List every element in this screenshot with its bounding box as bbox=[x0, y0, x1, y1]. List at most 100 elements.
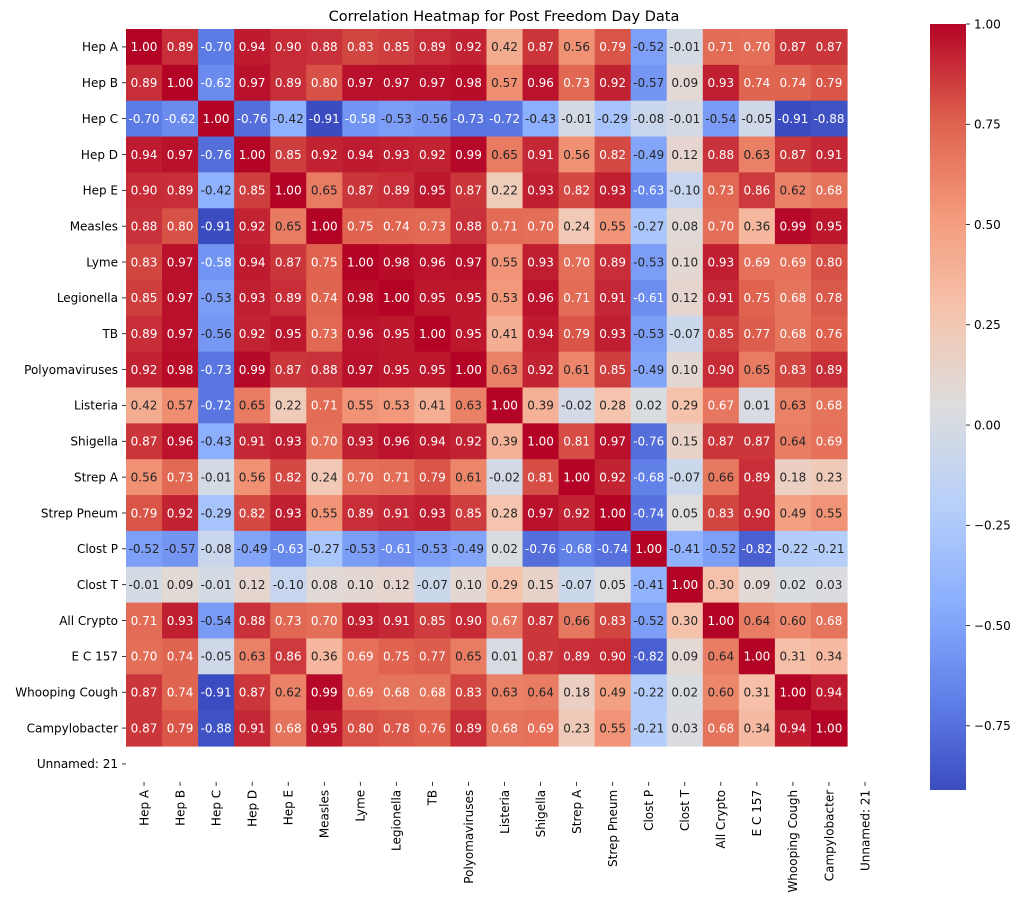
cell-value-label: 0.70 bbox=[131, 650, 158, 664]
cell-value-label: 0.55 bbox=[599, 219, 626, 233]
cell-value-label: 0.93 bbox=[275, 435, 302, 449]
heatmap-cell bbox=[414, 602, 452, 640]
cell-value-label: 0.92 bbox=[419, 148, 446, 162]
cell-value-label: 0.90 bbox=[599, 650, 626, 664]
cell-value-label: 1.00 bbox=[491, 399, 518, 413]
cell-value-label: -0.73 bbox=[453, 112, 484, 126]
cell-value-label: 0.90 bbox=[744, 506, 771, 520]
heatmap-cell bbox=[198, 495, 235, 532]
heatmap-cell bbox=[594, 315, 632, 353]
heatmap-cell bbox=[378, 387, 415, 424]
cell-value-label: 0.83 bbox=[707, 506, 734, 520]
heatmap-cell bbox=[738, 566, 776, 604]
heatmap-cell bbox=[702, 29, 740, 66]
cell-value-label: -0.01 bbox=[669, 112, 700, 126]
y-tick-label: Strep A bbox=[74, 470, 119, 484]
heatmap-cell bbox=[486, 710, 524, 747]
cell-value-label: 0.03 bbox=[816, 578, 843, 592]
cell-value-label: 0.87 bbox=[780, 148, 807, 162]
cell-value-label: -0.91 bbox=[777, 112, 808, 126]
heatmap-cell bbox=[162, 638, 199, 675]
heatmap-cell bbox=[594, 674, 632, 711]
heatmap-cell bbox=[126, 172, 163, 209]
heatmap-cell bbox=[774, 602, 812, 640]
cell-value-label: -0.05 bbox=[741, 112, 772, 126]
cell-value-label: 0.93 bbox=[275, 506, 302, 520]
heatmap-cell bbox=[558, 495, 596, 532]
heatmap-cell bbox=[774, 279, 812, 317]
cell-value-label: 0.89 bbox=[455, 721, 482, 735]
cell-value-label: 0.53 bbox=[383, 399, 410, 413]
heatmap-cell bbox=[414, 459, 452, 496]
heatmap-cell bbox=[810, 495, 848, 532]
heatmap-cell bbox=[666, 136, 704, 173]
heatmap-cell bbox=[126, 208, 163, 245]
heatmap-cell bbox=[378, 208, 415, 245]
heatmap-cell bbox=[450, 100, 488, 138]
heatmap-cell bbox=[486, 351, 524, 389]
heatmap-cell bbox=[810, 351, 848, 389]
cell-value-label: -0.07 bbox=[669, 470, 700, 484]
colorbar: 1.00 0.75 0.50 0.25 0.00 −0.25 −0.50 −0.75 bbox=[930, 17, 1011, 790]
cell-value-label: 0.93 bbox=[167, 614, 194, 628]
heatmap-cell bbox=[702, 566, 740, 604]
heatmap-cell bbox=[342, 710, 379, 747]
heatmap-cell bbox=[162, 279, 199, 317]
heatmap-cell bbox=[666, 279, 704, 317]
cell-value-label: 0.93 bbox=[707, 255, 734, 269]
heatmap-cell bbox=[630, 710, 668, 747]
cell-value-label: 0.74 bbox=[744, 76, 771, 90]
cell-value-label: -0.88 bbox=[813, 112, 844, 126]
cell-value-label: 0.93 bbox=[419, 506, 446, 520]
heatmap-cell bbox=[414, 423, 452, 460]
cell-value-label: 0.83 bbox=[131, 255, 158, 269]
heatmap-cell bbox=[126, 459, 163, 496]
cell-value-label: 0.79 bbox=[816, 76, 843, 90]
cell-value-label: 0.39 bbox=[491, 435, 518, 449]
y-tick-label: Hep C bbox=[82, 112, 118, 126]
heatmap-cell bbox=[630, 459, 668, 496]
cell-value-label: 0.39 bbox=[527, 399, 554, 413]
cell-value-label: 0.89 bbox=[275, 76, 302, 90]
heatmap-cell bbox=[270, 315, 307, 353]
heatmap-cell bbox=[702, 279, 740, 317]
heatmap-cell bbox=[378, 244, 415, 281]
heatmap-cell bbox=[378, 29, 415, 66]
cell-value-label: 1.00 bbox=[635, 542, 662, 556]
heatmap-cell bbox=[270, 279, 307, 317]
heatmap-cell bbox=[522, 315, 560, 353]
heatmap-cell bbox=[342, 459, 379, 496]
cell-value-label: 0.65 bbox=[744, 363, 771, 377]
cell-value-label: 0.63 bbox=[744, 148, 771, 162]
heatmap-cell bbox=[486, 387, 524, 424]
heatmap-cell bbox=[450, 602, 488, 640]
cell-value-label: 0.22 bbox=[491, 184, 518, 198]
heatmap-cell bbox=[414, 351, 452, 389]
cell-value-label: 0.31 bbox=[744, 686, 771, 700]
cell-value-label: 0.09 bbox=[744, 578, 771, 592]
heatmap-cell bbox=[558, 208, 596, 245]
cell-value-label: 0.63 bbox=[780, 399, 807, 413]
cell-value-label: 0.91 bbox=[239, 435, 266, 449]
cell-value-label: 0.99 bbox=[311, 686, 338, 700]
cell-value-label: 0.83 bbox=[780, 363, 807, 377]
cell-value-label: 0.82 bbox=[275, 470, 302, 484]
cell-value-label: 0.98 bbox=[347, 291, 374, 305]
cell-value-label: 0.74 bbox=[311, 291, 338, 305]
cell-value-label: 0.92 bbox=[239, 219, 266, 233]
heatmap-cell bbox=[342, 64, 379, 102]
heatmap-cell bbox=[702, 638, 740, 675]
cell-value-label: 0.87 bbox=[275, 255, 302, 269]
heatmap-cell bbox=[774, 423, 812, 460]
cell-value-label: -0.76 bbox=[633, 435, 664, 449]
cell-value-label: 0.89 bbox=[563, 650, 590, 664]
cell-value-label: 0.85 bbox=[131, 291, 158, 305]
cell-value-label: -0.42 bbox=[273, 112, 304, 126]
heatmap-cell bbox=[594, 459, 632, 496]
heatmap-cell bbox=[414, 387, 452, 424]
cell-value-label: -0.76 bbox=[201, 148, 232, 162]
cell-value-label: 0.95 bbox=[311, 721, 338, 735]
cell-value-label: 0.97 bbox=[419, 76, 446, 90]
cell-value-label: 0.89 bbox=[131, 76, 158, 90]
heatmap-cell bbox=[414, 244, 452, 281]
